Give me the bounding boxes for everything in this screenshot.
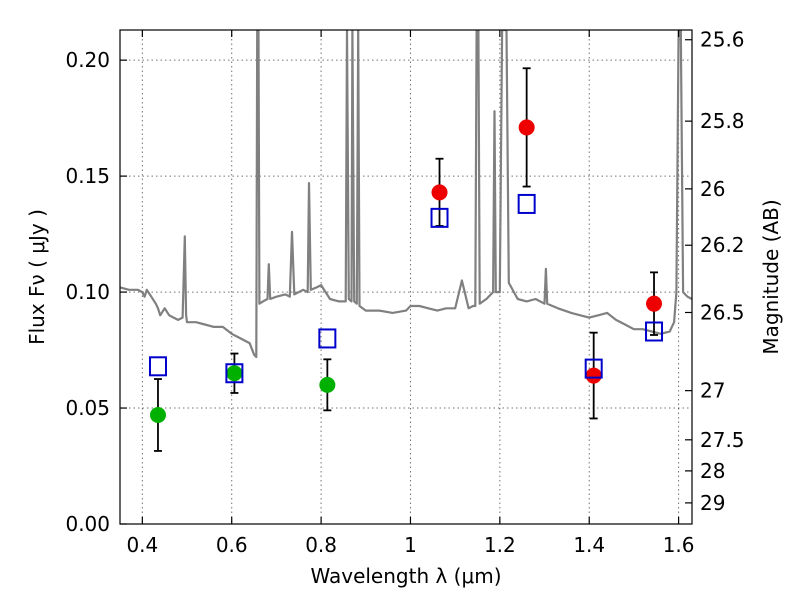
y2-tick-label: 26 [700,177,725,201]
model-spectrum-line [120,30,692,359]
x-tick-label: 0.8 [305,533,337,557]
x-axis-title: Wavelength λ (μm) [310,564,501,588]
model-flux-square [318,328,337,349]
x-tick-label: 1.4 [573,533,605,557]
y-axis-title: Flux Fν ( μJy ) [25,209,49,345]
grid-lines [120,30,692,525]
data-points [148,119,664,423]
model-flux-square [430,207,449,228]
y2-tick-label: 28 [700,459,725,483]
y-tick-label: 0.05 [65,396,110,420]
observed-flux-point [518,119,535,136]
error-bars [153,67,659,452]
y2-tick-label: 25.6 [700,28,745,52]
x-tick-label: 1.6 [663,533,695,557]
tick-labels: 0.4 0.6 0.8 1 1.2 1.4 1.6 0.00 0.05 0.10 0.15 0.20 2… [65,28,744,557]
y2-tick-label: 29 [700,491,725,515]
model-spectrum [120,30,692,359]
model-flux-square [225,363,244,384]
y2-axis-title: Magnitude (AB) [759,199,783,354]
x-tick-label: 0.6 [216,533,248,557]
y2-tick-label: 26.2 [700,233,745,257]
observed-flux-point [319,376,336,393]
observed-flux-point [149,406,166,423]
y-tick-label: 0.15 [65,164,110,188]
y-tick-label: 0.20 [65,48,110,72]
y2-tick-label: 25.8 [700,109,745,133]
model-flux-square [148,356,167,377]
model-flux-square [517,193,536,214]
observed-flux-point [226,365,243,382]
plot-frame [119,29,693,525]
y-tick-label: 0.10 [65,280,110,304]
x-tick-label: 1 [404,533,417,557]
observed-flux-point [585,367,602,384]
y2-tick-label: 27 [700,379,725,403]
model-flux-square [584,358,603,379]
y2-tick-label: 26.5 [700,300,745,324]
y2-tick-label: 27.5 [700,428,745,452]
observed-flux-point [646,295,663,312]
x-tick-label: 0.4 [126,533,158,557]
observed-flux-point [431,184,448,201]
x-tick-label: 1.2 [484,533,516,557]
model-flux-square [645,321,664,342]
axis-ticks [120,30,692,525]
y-tick-label: 0.00 [65,512,110,536]
